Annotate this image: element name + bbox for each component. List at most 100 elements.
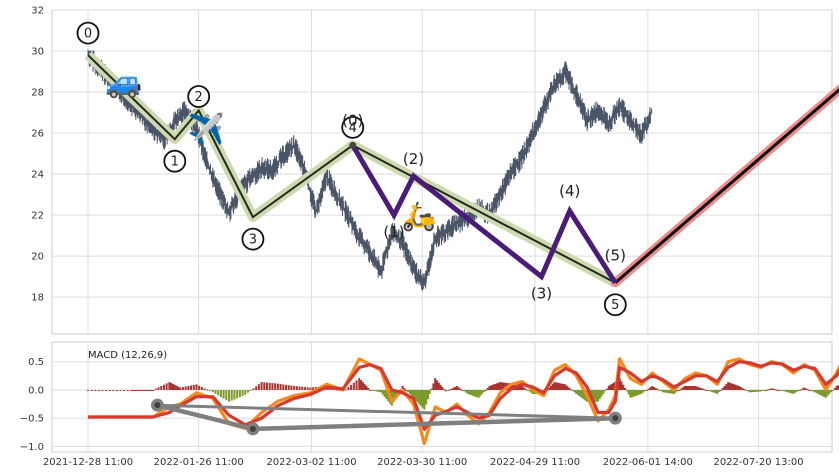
wave-label-circle xyxy=(341,115,365,139)
macd-histogram-bar xyxy=(560,383,563,390)
macd-histogram-bar xyxy=(557,382,560,390)
macd-histogram-bar xyxy=(662,389,665,393)
macd-histogram-bar xyxy=(803,387,806,390)
macd-histogram-bar xyxy=(141,389,144,391)
macd-histogram-bar xyxy=(564,384,567,390)
macd-histogram-bar xyxy=(363,384,366,390)
macd-histogram-bar xyxy=(678,389,681,391)
macd-histogram-bar xyxy=(504,382,507,390)
macd-histogram-bar xyxy=(633,389,636,397)
macd-histogram-bar xyxy=(604,389,607,392)
macd-histogram-bar xyxy=(502,382,505,390)
macd-histogram-bar xyxy=(228,389,231,402)
macd-histogram-bar xyxy=(810,389,813,391)
macd-histogram-bar xyxy=(783,389,786,392)
macd-histogram-bar xyxy=(725,384,728,390)
macd-histogram-bar xyxy=(813,389,816,393)
macd-histogram-bar xyxy=(830,389,833,392)
macd-histogram-bar xyxy=(721,387,724,390)
signal-line xyxy=(88,360,839,431)
macd-histogram-bar xyxy=(222,389,225,399)
macd-histogram-bar xyxy=(629,389,632,398)
macd-histogram-bar xyxy=(448,389,451,391)
macd-histogram-bar xyxy=(160,386,163,390)
macd-histogram-bar xyxy=(493,384,496,390)
macd-histogram-bar xyxy=(826,389,829,396)
macd-histogram-bar xyxy=(461,389,464,391)
macd-histogram-bar xyxy=(625,389,628,392)
macd-histogram-bar xyxy=(454,386,457,390)
macd-histogram-bar xyxy=(304,387,306,390)
macd-histogram-bar xyxy=(257,384,260,390)
macd-histogram-bar xyxy=(379,389,382,393)
macd-histogram-bar xyxy=(768,388,771,390)
macd-histogram-bar xyxy=(642,389,645,393)
macd-histogram-bar xyxy=(130,389,133,391)
macd-histogram-bar xyxy=(558,383,561,390)
macd-histogram-bar xyxy=(718,389,721,392)
macd-histogram-bar xyxy=(385,389,388,400)
macd-histogram-bar xyxy=(426,389,429,400)
macd-histogram-bar xyxy=(723,386,726,390)
macd-histogram-bar xyxy=(428,389,431,394)
macd-histogram-bar xyxy=(799,389,802,391)
macd-histogram-bar xyxy=(484,389,487,391)
macd-histogram-bar xyxy=(707,389,710,391)
sub-wave-label: (4) xyxy=(559,182,580,200)
macd-histogram-bar xyxy=(833,387,836,390)
macd-histogram-bar xyxy=(694,386,697,390)
macd-histogram-bar xyxy=(432,383,435,390)
macd-histogram-bar xyxy=(795,389,798,392)
macd-histogram-bar xyxy=(801,388,804,390)
macd-histogram-bar xyxy=(575,389,578,394)
macd-histogram-bar xyxy=(383,389,386,397)
macd-histogram-bar xyxy=(165,383,168,390)
macd-histogram-bar xyxy=(157,387,160,390)
scooter-icon: 🛵 xyxy=(401,199,436,232)
macd-histogram-bar xyxy=(312,387,315,390)
macd-histogram-bar xyxy=(687,386,690,390)
macd-y-tick-label: −0.5 xyxy=(20,414,44,425)
macd-histogram-bar xyxy=(501,382,504,390)
macd-histogram-bar xyxy=(681,387,684,390)
macd-histogram-bar xyxy=(238,389,241,398)
macd-histogram-bar xyxy=(479,389,482,396)
macd-histogram-bar xyxy=(423,389,426,410)
wave-label-text: 3 xyxy=(249,233,257,248)
macd-histogram-bar xyxy=(573,389,576,393)
sub-wave-label: (2) xyxy=(403,150,424,168)
macd-histogram-bar xyxy=(750,389,753,393)
macd-histogram-bar xyxy=(171,383,174,390)
macd-histogram-bar xyxy=(430,388,433,390)
macd-histogram-bar xyxy=(790,389,793,394)
macd-histogram-bar xyxy=(470,389,473,396)
macd-histogram-bar xyxy=(624,387,627,390)
macd-histogram-bar xyxy=(595,389,598,402)
macd-histogram-bar xyxy=(209,389,212,392)
divergence-point-center xyxy=(154,402,161,409)
macd-histogram-bar xyxy=(611,384,614,390)
macd-y-tick-label: 0.0 xyxy=(28,385,44,396)
macd-histogram-bar xyxy=(692,386,695,390)
macd-histogram-bar xyxy=(531,389,534,394)
macd-histogram-bar xyxy=(701,388,704,390)
macd-histogram-bar xyxy=(528,389,531,392)
macd-histogram-bar xyxy=(756,389,759,392)
macd-histogram-bar xyxy=(714,389,717,394)
macd-histogram-bar xyxy=(274,383,277,390)
macd-histogram-bar xyxy=(566,386,569,390)
macd-histogram-bar xyxy=(455,386,458,390)
macd-histogram-bar xyxy=(598,389,601,400)
macd-histogram-bar xyxy=(654,388,657,390)
macd-histogram-bar xyxy=(260,382,263,390)
macd-histogram-bar xyxy=(173,384,176,390)
macd-histogram-bar xyxy=(777,389,780,391)
macd-histogram-bar xyxy=(676,389,679,392)
macd-histogram-bar xyxy=(658,389,661,391)
macd-histogram-bar xyxy=(551,384,554,390)
macd-histogram-bar xyxy=(392,389,395,403)
macd-histogram-bar xyxy=(638,389,641,395)
macd-histogram-bar xyxy=(747,389,750,392)
macd-histogram-bar xyxy=(634,389,637,396)
macd-histogram-bar xyxy=(645,389,648,391)
